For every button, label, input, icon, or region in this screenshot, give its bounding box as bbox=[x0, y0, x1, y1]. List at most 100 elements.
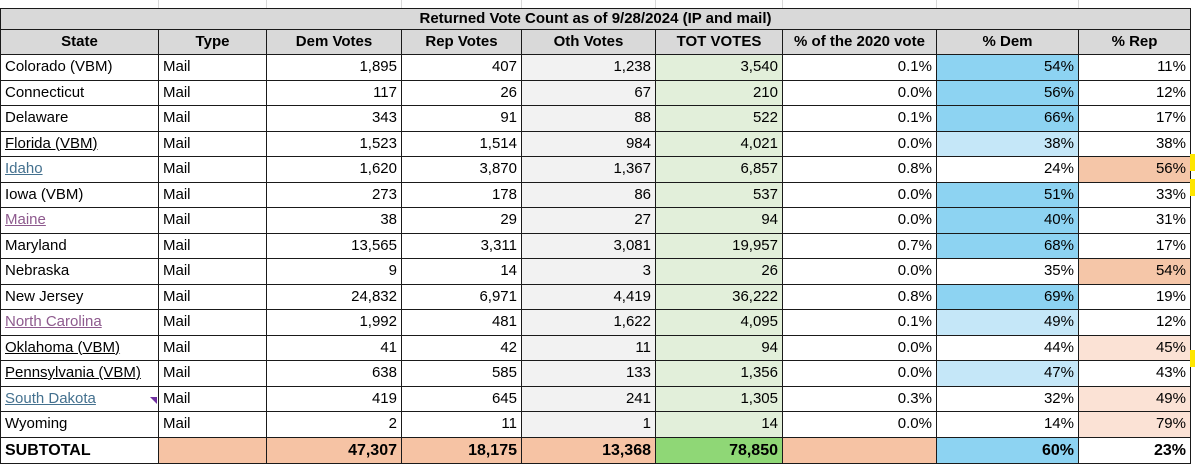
pct-rep-cell[interactable]: 31% bbox=[1078, 207, 1191, 234]
state-cell[interactable]: Iowa (VBM) bbox=[0, 181, 159, 208]
tot-votes-cell[interactable]: 4,021 bbox=[655, 130, 783, 157]
dem-votes-cell[interactable]: 1,992 bbox=[266, 309, 402, 336]
pct-dem-cell[interactable]: 69% bbox=[936, 283, 1079, 310]
oth-votes-cell[interactable]: 67 bbox=[521, 79, 656, 106]
type-cell[interactable]: Mail bbox=[158, 54, 267, 81]
pct-rep-cell[interactable]: 33% bbox=[1078, 181, 1191, 208]
subtotal-tot-votes[interactable]: 78,850 bbox=[655, 436, 783, 464]
tot-votes-cell[interactable]: 537 bbox=[655, 181, 783, 208]
tot-votes-cell[interactable]: 36,222 bbox=[655, 283, 783, 310]
pct-2020-cell[interactable]: 0.7% bbox=[782, 232, 937, 259]
dem-votes-cell[interactable]: 38 bbox=[266, 207, 402, 234]
tot-votes-cell[interactable]: 14 bbox=[655, 411, 783, 438]
pct-dem-cell[interactable]: 47% bbox=[936, 360, 1079, 387]
pct-rep-cell[interactable]: 38% bbox=[1078, 130, 1191, 157]
dem-votes-cell[interactable]: 9 bbox=[266, 258, 402, 285]
state-cell[interactable]: Nebraska bbox=[0, 258, 159, 285]
state-link[interactable]: Pennsylvania (VBM) bbox=[5, 364, 141, 381]
rep-votes-cell[interactable]: 645 bbox=[401, 385, 522, 412]
tot-votes-cell[interactable]: 1,305 bbox=[655, 385, 783, 412]
dem-votes-cell[interactable]: 2 bbox=[266, 411, 402, 438]
rep-votes-cell[interactable]: 91 bbox=[401, 105, 522, 132]
rep-votes-cell[interactable]: 585 bbox=[401, 360, 522, 387]
dem-votes-cell[interactable]: 41 bbox=[266, 334, 402, 361]
col-header-oth-votes[interactable]: Oth Votes bbox=[521, 29, 656, 55]
state-cell[interactable]: South Dakota bbox=[0, 385, 159, 412]
oth-votes-cell[interactable]: 1,622 bbox=[521, 309, 656, 336]
state-cell[interactable]: Colorado (VBM) bbox=[0, 54, 159, 81]
pct-dem-cell[interactable]: 49% bbox=[936, 309, 1079, 336]
pct-dem-cell[interactable]: 54% bbox=[936, 54, 1079, 81]
pct-rep-cell[interactable]: 56% bbox=[1078, 156, 1191, 183]
type-cell[interactable]: Mail bbox=[158, 79, 267, 106]
rep-votes-cell[interactable]: 14 bbox=[401, 258, 522, 285]
state-cell[interactable]: Maryland bbox=[0, 232, 159, 259]
pct-dem-cell[interactable]: 40% bbox=[936, 207, 1079, 234]
pct-rep-cell[interactable]: 54% bbox=[1078, 258, 1191, 285]
state-cell[interactable]: Oklahoma (VBM) bbox=[0, 334, 159, 361]
subtotal-label[interactable]: SUBTOTAL bbox=[0, 436, 159, 464]
oth-votes-cell[interactable]: 3,081 bbox=[521, 232, 656, 259]
state-cell[interactable]: Wyoming bbox=[0, 411, 159, 438]
pct-2020-cell[interactable]: 0.1% bbox=[782, 105, 937, 132]
rep-votes-cell[interactable]: 26 bbox=[401, 79, 522, 106]
oth-votes-cell[interactable]: 1,367 bbox=[521, 156, 656, 183]
pct-rep-cell[interactable]: 79% bbox=[1078, 411, 1191, 438]
pct-dem-cell[interactable]: 14% bbox=[936, 411, 1079, 438]
pct-rep-cell[interactable]: 17% bbox=[1078, 232, 1191, 259]
subtotal-oth-votes[interactable]: 13,368 bbox=[521, 436, 656, 464]
state-cell[interactable]: Florida (VBM) bbox=[0, 130, 159, 157]
dem-votes-cell[interactable]: 638 bbox=[266, 360, 402, 387]
col-header-rep-votes[interactable]: Rep Votes bbox=[401, 29, 522, 55]
state-cell[interactable]: Idaho bbox=[0, 156, 159, 183]
pct-2020-cell[interactable]: 0.0% bbox=[782, 130, 937, 157]
rep-votes-cell[interactable]: 481 bbox=[401, 309, 522, 336]
table-title[interactable]: Returned Vote Count as of 9/28/2024 (IP … bbox=[0, 8, 1191, 30]
state-cell[interactable]: Connecticut bbox=[0, 79, 159, 106]
pct-2020-cell[interactable]: 0.0% bbox=[782, 79, 937, 106]
pct-2020-cell[interactable]: 0.8% bbox=[782, 156, 937, 183]
dem-votes-cell[interactable]: 24,832 bbox=[266, 283, 402, 310]
oth-votes-cell[interactable]: 4,419 bbox=[521, 283, 656, 310]
comment-indicator[interactable] bbox=[150, 397, 157, 404]
col-header-pct-dem[interactable]: % Dem bbox=[936, 29, 1079, 55]
subtotal-rep-votes[interactable]: 18,175 bbox=[401, 436, 522, 464]
state-cell[interactable]: North Carolina bbox=[0, 309, 159, 336]
tot-votes-cell[interactable]: 19,957 bbox=[655, 232, 783, 259]
oth-votes-cell[interactable]: 133 bbox=[521, 360, 656, 387]
tot-votes-cell[interactable]: 3,540 bbox=[655, 54, 783, 81]
state-cell[interactable]: Delaware bbox=[0, 105, 159, 132]
state-link[interactable]: Florida (VBM) bbox=[5, 134, 98, 152]
oth-votes-cell[interactable]: 3 bbox=[521, 258, 656, 285]
pct-rep-cell[interactable]: 45% bbox=[1078, 334, 1191, 361]
type-cell[interactable]: Mail bbox=[158, 385, 267, 412]
rep-votes-cell[interactable]: 6,971 bbox=[401, 283, 522, 310]
subtotal-pct-dem[interactable]: 60% bbox=[936, 436, 1079, 464]
oth-votes-cell[interactable]: 1,238 bbox=[521, 54, 656, 81]
oth-votes-cell[interactable]: 88 bbox=[521, 105, 656, 132]
type-cell[interactable]: Mail bbox=[158, 334, 267, 361]
subtotal-type-cell[interactable] bbox=[158, 436, 267, 464]
type-cell[interactable]: Mail bbox=[158, 411, 267, 438]
col-header-tot-votes[interactable]: TOT VOTES bbox=[655, 29, 783, 55]
pct-dem-cell[interactable]: 38% bbox=[936, 130, 1079, 157]
tot-votes-cell[interactable]: 4,095 bbox=[655, 309, 783, 336]
col-header-state[interactable]: State bbox=[0, 29, 159, 55]
pct-2020-cell[interactable]: 0.0% bbox=[782, 334, 937, 361]
type-cell[interactable]: Mail bbox=[158, 207, 267, 234]
pct-dem-cell[interactable]: 66% bbox=[936, 105, 1079, 132]
dem-votes-cell[interactable]: 1,895 bbox=[266, 54, 402, 81]
state-cell[interactable]: Maine bbox=[0, 207, 159, 234]
pct-dem-cell[interactable]: 51% bbox=[936, 181, 1079, 208]
tot-votes-cell[interactable]: 26 bbox=[655, 258, 783, 285]
state-cell[interactable]: Pennsylvania (VBM) bbox=[0, 360, 159, 387]
pct-2020-cell[interactable]: 0.3% bbox=[782, 385, 937, 412]
oth-votes-cell[interactable]: 27 bbox=[521, 207, 656, 234]
col-header-pct-rep[interactable]: % Rep bbox=[1078, 29, 1191, 55]
oth-votes-cell[interactable]: 1 bbox=[521, 411, 656, 438]
pct-2020-cell[interactable]: 0.0% bbox=[782, 411, 937, 438]
dem-votes-cell[interactable]: 117 bbox=[266, 79, 402, 106]
dem-votes-cell[interactable]: 13,565 bbox=[266, 232, 402, 259]
subtotal-pct-rep[interactable]: 23% bbox=[1078, 436, 1191, 464]
state-link[interactable]: Oklahoma (VBM) bbox=[5, 338, 121, 356]
